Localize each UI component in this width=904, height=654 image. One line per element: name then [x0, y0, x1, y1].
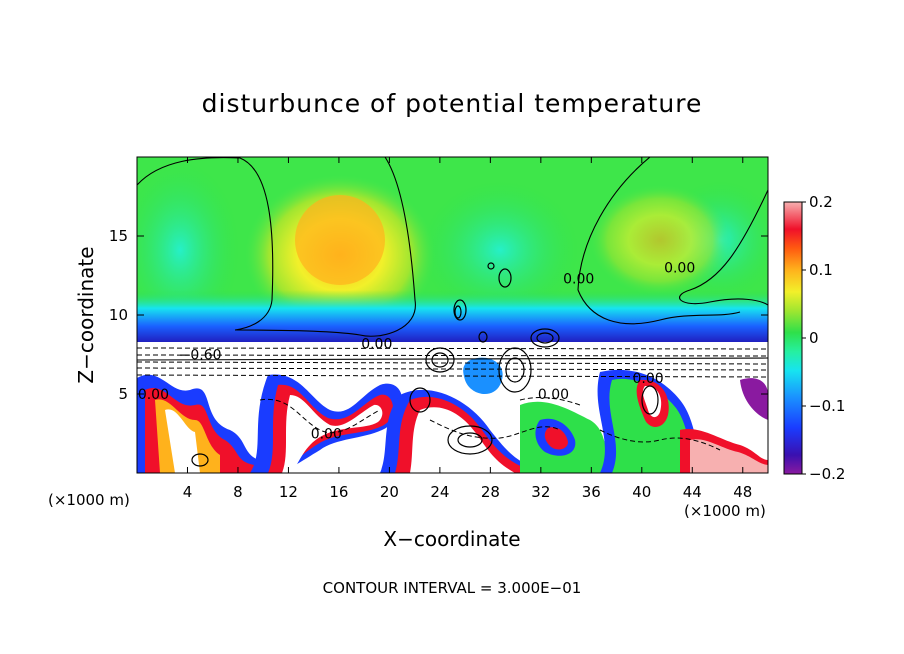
- contour-label: −0.60: [179, 348, 222, 364]
- x-tick-label: 36: [582, 483, 601, 501]
- x-tick-label: 40: [632, 483, 651, 501]
- x-tick-label: 28: [481, 483, 500, 501]
- y-axis: 5 10 15: [109, 227, 768, 403]
- x-tick-label: 32: [531, 483, 550, 501]
- x-unit-right: (×1000 m): [684, 502, 766, 520]
- colorbar-tick-label: −0.2: [809, 465, 845, 483]
- y-tick-label: 15: [109, 227, 128, 245]
- x-tick-label: 4: [183, 483, 193, 501]
- x-tick-label: 44: [683, 483, 702, 501]
- y-tick-label: 10: [109, 306, 128, 324]
- y-tick-label: 5: [118, 385, 128, 403]
- colorbar: [783, 201, 803, 475]
- colorbar-tick-label: 0.2: [809, 193, 833, 211]
- colorbar-ticks: 0.2 0.1 0 −0.1 −0.2: [802, 193, 845, 483]
- contour-interval-note: CONTOUR INTERVAL = 3.000E−01: [323, 579, 582, 597]
- x-tick-label: 24: [430, 483, 449, 501]
- contour-label: 0.00: [311, 427, 342, 443]
- contour-label: 0.00: [563, 272, 594, 288]
- plot-field: [137, 157, 768, 473]
- x-tick-label: 16: [329, 483, 348, 501]
- contour-label: 0.00: [664, 261, 695, 277]
- y-axis-label: Z−coordinate: [74, 246, 98, 383]
- contour-label: 0.00: [633, 371, 664, 387]
- colorbar-tick-label: 0.1: [809, 261, 833, 279]
- contour-label: 0.00: [538, 387, 569, 403]
- x-tick-label: 20: [380, 483, 399, 501]
- x-unit-left: (×1000 m): [48, 491, 130, 509]
- chart-title: disturbunce of potential temperature: [202, 89, 703, 118]
- colorbar-tick-label: −0.1: [809, 397, 845, 415]
- contour-label: 0.00: [361, 336, 392, 352]
- contour-label: 0.00: [138, 387, 169, 403]
- x-axis: 4 8 12 16 20 24 28 32 36 40 44 48: [183, 157, 752, 501]
- x-tick-label: 48: [733, 483, 752, 501]
- colorbar-tick-label: 0: [809, 329, 819, 347]
- x-tick-label: 12: [279, 483, 298, 501]
- x-tick-label: 8: [233, 483, 243, 501]
- contour-labels: 0.00 0.00 0.00 −0.60 0.00 0.00 0.00 0.00: [138, 261, 695, 443]
- x-axis-label: X−coordinate: [383, 527, 520, 551]
